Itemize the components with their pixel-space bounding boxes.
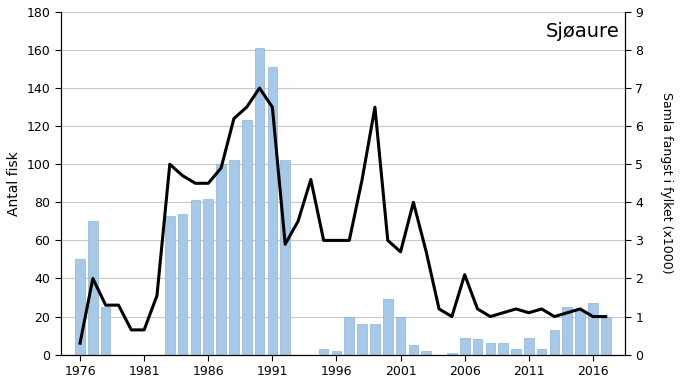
- Bar: [190, 201, 200, 355]
- Bar: [319, 349, 328, 355]
- Bar: [524, 338, 534, 355]
- Bar: [460, 338, 469, 355]
- Bar: [216, 164, 226, 355]
- Y-axis label: Antal fisk: Antal fisk: [7, 151, 21, 216]
- Bar: [562, 307, 572, 355]
- Bar: [177, 214, 188, 355]
- Bar: [370, 324, 379, 355]
- Bar: [575, 311, 585, 355]
- Bar: [88, 221, 98, 355]
- Bar: [549, 330, 559, 355]
- Y-axis label: Samla fangst i fylket (x1000): Samla fangst i fylket (x1000): [660, 92, 673, 274]
- Bar: [383, 300, 392, 355]
- Bar: [486, 343, 495, 355]
- Bar: [345, 316, 354, 355]
- Bar: [396, 316, 405, 355]
- Bar: [332, 351, 341, 355]
- Bar: [280, 161, 290, 355]
- Bar: [473, 340, 482, 355]
- Bar: [357, 324, 367, 355]
- Bar: [165, 216, 175, 355]
- Bar: [242, 121, 252, 355]
- Bar: [101, 307, 110, 355]
- Bar: [255, 48, 265, 355]
- Bar: [267, 67, 277, 355]
- Bar: [229, 161, 239, 355]
- Bar: [203, 199, 213, 355]
- Bar: [447, 353, 457, 355]
- Bar: [422, 351, 431, 355]
- Bar: [511, 349, 521, 355]
- Bar: [588, 303, 598, 355]
- Bar: [537, 349, 547, 355]
- Bar: [498, 343, 508, 355]
- Bar: [601, 316, 611, 355]
- Bar: [409, 345, 418, 355]
- Text: Sjøaure: Sjøaure: [545, 22, 619, 41]
- Bar: [75, 259, 85, 355]
